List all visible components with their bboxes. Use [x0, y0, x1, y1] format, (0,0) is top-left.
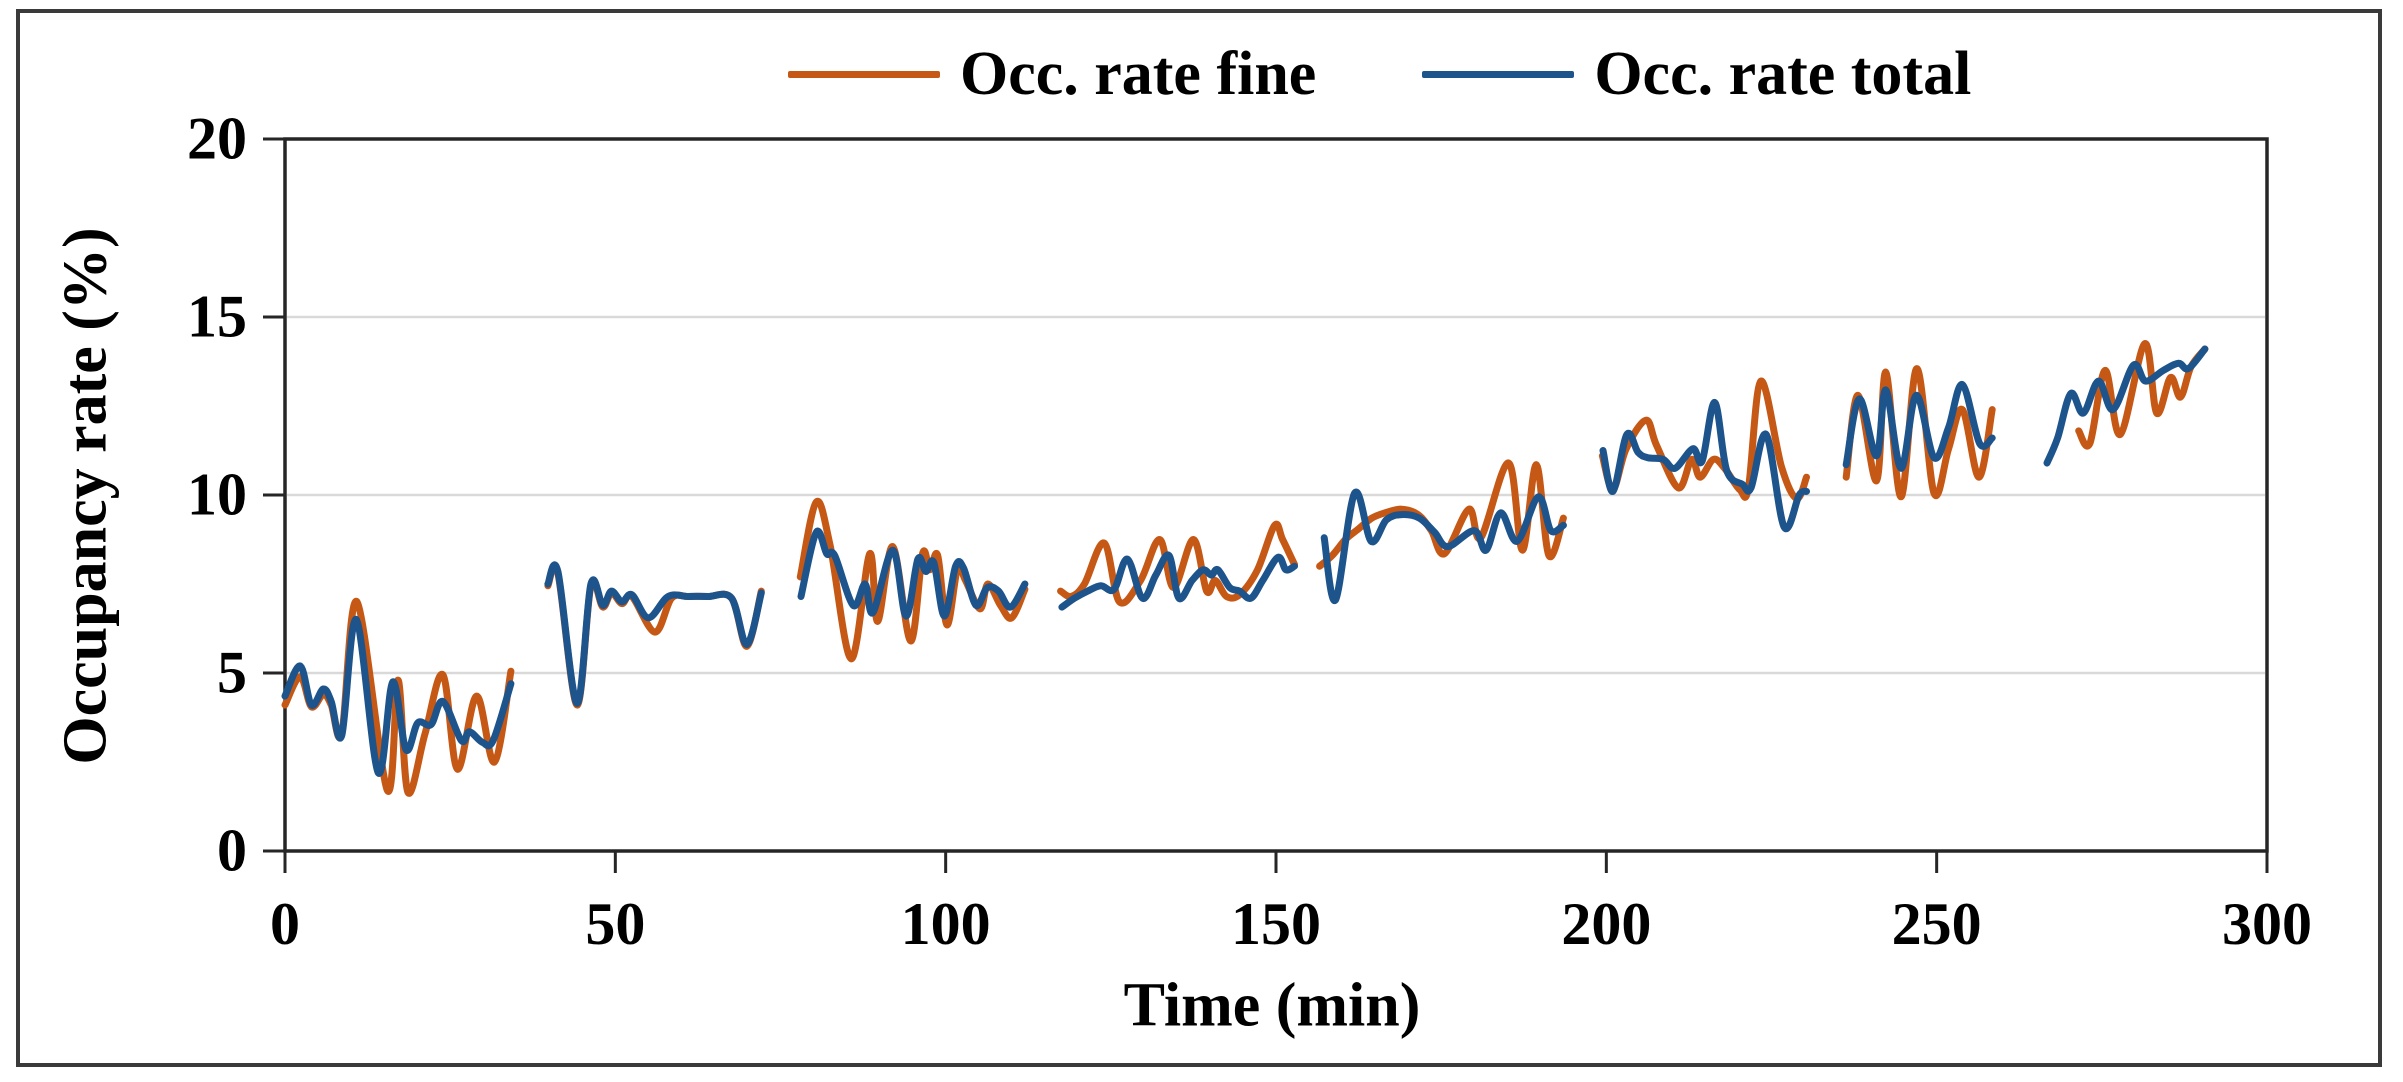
x-tick-label: 0 [270, 891, 300, 957]
series-path-total [1320, 488, 1567, 604]
series-path-total [1842, 381, 1996, 472]
line-swatch-icon [788, 70, 940, 78]
series-path-total [281, 616, 515, 777]
x-tick-label: 150 [1231, 891, 1321, 957]
series-path-total [2043, 345, 2209, 467]
figure-border [16, 9, 2382, 1067]
legend: Occ. rate fine Occ. rate total [788, 36, 1971, 112]
series-path-fine [1057, 520, 1298, 607]
series-path-total [1058, 551, 1298, 611]
x-axis-title: Time (min) [1123, 971, 1421, 1040]
y-axis-title: Occupancy rate (%) [51, 227, 120, 765]
series-path-fine [2075, 340, 2209, 450]
y-tick-label: 10 [187, 461, 247, 528]
series-path-fine [1598, 377, 1810, 503]
series-path-total [544, 561, 765, 707]
line-swatch-icon [1422, 70, 1575, 78]
legend-label-fine: Occ. rate fine [960, 39, 1317, 108]
series-path-total [1599, 398, 1810, 533]
y-tick-label: 0 [217, 817, 247, 884]
y-tick-label: 5 [217, 639, 247, 706]
legend-item-total: Occ. rate total [1422, 39, 1971, 110]
x-tick-label: 300 [2222, 891, 2312, 957]
legend-item-fine: Occ. rate fine [788, 39, 1316, 110]
x-tick-label: 100 [900, 891, 991, 957]
legend-label-total: Occ. rate total [1594, 39, 1972, 108]
y-tick-label: 15 [187, 283, 247, 350]
x-tick-label: 50 [585, 891, 646, 957]
x-tick-label: 250 [1891, 891, 1982, 957]
y-tick-label: 20 [187, 105, 247, 172]
series-path-total [797, 527, 1029, 620]
x-tick-label: 200 [1561, 891, 1652, 957]
